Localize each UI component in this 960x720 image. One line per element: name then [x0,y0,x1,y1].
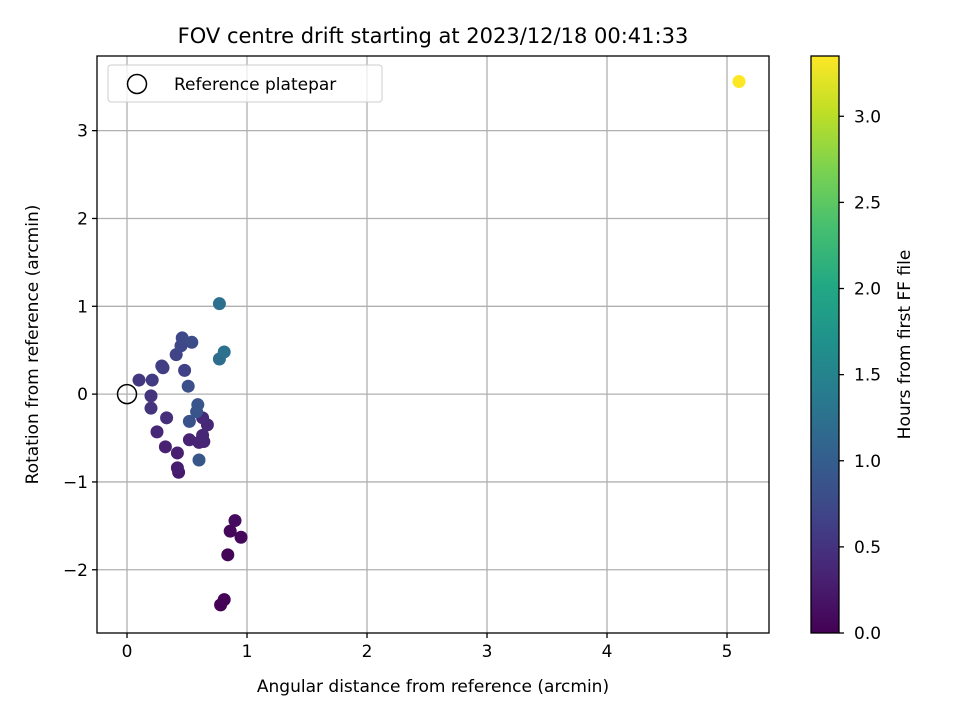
legend-box [107,64,383,103]
colorbar-tick-label: 0.0 [854,624,881,644]
scatter-point [170,461,184,475]
reference-platepar-marker [116,383,138,405]
scatter-point [145,373,159,387]
colorbar-tick-label: 2.5 [854,193,881,213]
colorbar-gradient [811,56,839,633]
colorbar-frame [810,55,840,634]
scatter-points [132,74,746,612]
legend: Reference platepar [107,64,383,103]
scatter-point [160,411,174,425]
y-tick-label: 1 [77,297,88,317]
plot-frame [96,55,770,634]
y-axis-label: Rotation from reference (arcmin) [23,205,43,485]
scatter-point [196,428,210,442]
y-tick-label: 3 [77,122,88,142]
y-tick-label: −2 [63,561,88,581]
colorbar-tick-label: 1.0 [854,452,881,472]
scatter-point [732,74,746,88]
scatter-point [191,398,205,412]
x-tick-label: 1 [242,642,253,662]
colorbar-tick-label: 3.0 [854,107,881,127]
scatter-point [223,524,237,538]
y-tick-label: 2 [77,209,88,229]
scatter-point [182,414,196,428]
y-axis: −2 −1 0 1 2 3 [63,122,97,581]
colorbar-label: Hours from first FF file [895,250,915,440]
x-tick-label: 4 [602,642,613,662]
scatter-point [212,297,226,311]
scatter-point [228,514,242,528]
scatter-point [234,530,248,544]
colorbar-ticks: 0.0 0.5 1.0 1.5 2.0 2.5 3.0 [839,107,881,644]
scatter-point [185,335,199,349]
y-tick-label: 0 [77,385,88,405]
x-tick-label: 2 [362,642,373,662]
scatter-point [178,363,192,377]
colorbar: 0.0 0.5 1.0 1.5 2.0 2.5 3.0 Hours from first F… [810,55,915,644]
legend-label: Reference platepar [174,75,336,95]
scatter-point [221,548,235,562]
x-axis-label: Angular distance from reference (arcmin) [257,677,609,697]
scatter-point [217,593,231,607]
scatter-point [132,373,146,387]
grid [97,56,769,633]
colorbar-tick-label: 1.5 [854,366,881,386]
x-tick-label: 3 [482,642,493,662]
reference-marker-layer [116,383,138,405]
x-tick-label: 0 [122,642,133,662]
chart-title: FOV centre drift starting at 2023/12/18 … [178,24,689,48]
colorbar-tick-label: 0.5 [854,538,881,558]
scatter-point [150,425,164,439]
x-axis: 0 1 2 3 4 5 [122,633,733,662]
legend-open-circle-marker [126,73,148,95]
scatter-point [170,446,184,460]
colorbar-tick-label: 2.0 [854,280,881,300]
scatter-point [158,440,172,454]
scatter-point [144,401,158,415]
scatter-point [181,379,195,393]
scatter-point [217,345,231,359]
scatter-point [144,389,158,403]
scatter-point [155,359,169,373]
scatter-point [192,453,206,467]
x-tick-label: 5 [722,642,733,662]
y-tick-label: −1 [63,473,88,493]
